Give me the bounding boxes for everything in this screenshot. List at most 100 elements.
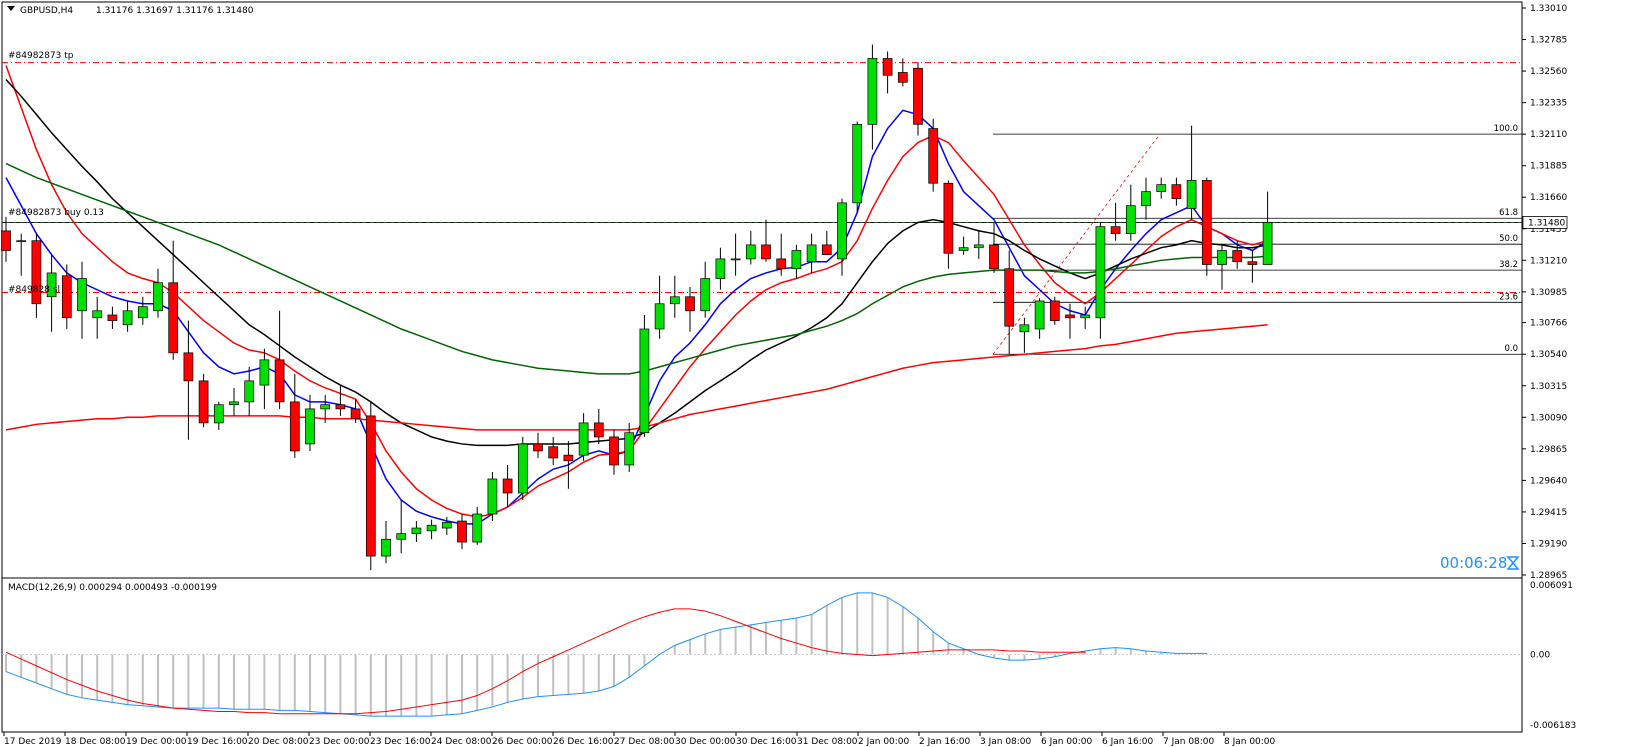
candle-body[interactable] [1110, 226, 1121, 235]
candle-body[interactable] [16, 240, 27, 243]
candle-body[interactable] [943, 182, 954, 254]
candle-body[interactable] [441, 522, 452, 529]
candle-body[interactable] [213, 404, 224, 424]
candle-body[interactable] [867, 58, 878, 125]
candle-body[interactable] [761, 244, 771, 260]
candle-body[interactable] [183, 352, 194, 382]
candle-body[interactable] [882, 58, 893, 76]
candle-body[interactable] [609, 436, 619, 466]
candle-body[interactable] [1141, 191, 1151, 206]
candle-body[interactable] [396, 533, 407, 540]
sl-label: #849828 sl [8, 285, 60, 295]
candle-body[interactable] [137, 306, 148, 319]
candle-body[interactable] [1262, 222, 1273, 265]
candle-body[interactable] [1049, 300, 1060, 321]
candle-body[interactable] [852, 123, 863, 204]
candle-body[interactable] [1201, 180, 1212, 265]
price-tick-label: 1.29190 [1530, 539, 1567, 549]
candle-body[interactable] [928, 128, 939, 184]
candle-body[interactable] [1095, 226, 1106, 319]
candle-body[interactable] [1217, 250, 1227, 265]
candle-body[interactable] [487, 478, 498, 515]
candle-body[interactable] [578, 422, 589, 456]
candle-body[interactable] [1065, 314, 1075, 319]
candle-body[interactable] [122, 310, 133, 326]
candle-body[interactable] [897, 72, 908, 83]
candle-body[interactable] [320, 404, 331, 410]
candle-body[interactable] [700, 278, 711, 312]
candle-body[interactable] [335, 404, 346, 410]
buy-label: #84982873 buy 0.13 [8, 208, 104, 218]
candle-body[interactable] [533, 443, 543, 452]
candle-body[interactable] [457, 520, 467, 543]
candle-body[interactable] [259, 359, 270, 386]
candle-body[interactable] [77, 278, 87, 312]
candle-body[interactable] [669, 296, 680, 305]
price-panel[interactable] [1, 1, 1523, 579]
candle-body[interactable] [593, 422, 604, 438]
candle-body[interactable] [61, 275, 72, 319]
candle-body[interactable] [715, 258, 726, 279]
candle-body[interactable] [305, 408, 315, 445]
candle-body[interactable] [624, 432, 635, 466]
candle-body[interactable] [381, 538, 391, 557]
fib-level-label: 0.0 [1504, 344, 1518, 354]
candle-body[interactable] [1, 230, 11, 251]
candle-body[interactable] [791, 250, 802, 270]
candle-body[interactable] [639, 328, 650, 434]
candle-body[interactable] [973, 244, 984, 249]
candle-body[interactable] [1004, 268, 1015, 327]
candle-body[interactable] [1125, 205, 1136, 235]
candle-body[interactable] [365, 415, 376, 557]
candle-body[interactable] [198, 380, 209, 424]
time-tick-label: 19 Dec 16:00 [187, 737, 248, 747]
macd-panel[interactable] [1, 577, 1523, 733]
candle-body[interactable] [776, 258, 787, 270]
candle-body[interactable] [502, 478, 513, 494]
candle-body[interactable] [913, 67, 923, 125]
candle-body[interactable] [1247, 261, 1258, 265]
candle-body[interactable] [1186, 180, 1197, 209]
candle-body[interactable] [31, 240, 42, 305]
macd-tick-label: 0.006091 [1530, 581, 1573, 591]
time-tick-label: 19 Dec 00:00 [126, 737, 187, 747]
candle-body[interactable] [806, 244, 817, 263]
candle-body[interactable] [168, 282, 179, 354]
candle-body[interactable] [1019, 324, 1030, 333]
candle-body[interactable] [472, 513, 483, 543]
candle-body[interactable] [958, 247, 969, 251]
candle-body[interactable] [274, 359, 285, 403]
candle-body[interactable] [350, 408, 361, 420]
candle-body[interactable] [1080, 314, 1091, 319]
macd-signal-line [5, 608, 1086, 715]
candle-body[interactable] [517, 443, 528, 494]
candle-body[interactable] [685, 296, 695, 312]
time-tick-label: 30 Dec 16:00 [736, 737, 797, 747]
fib-trend-line[interactable] [992, 133, 1161, 355]
candle-body[interactable] [153, 282, 163, 312]
price-tick-label: 1.31660 [1530, 193, 1567, 203]
candle-body[interactable] [289, 401, 300, 452]
candle-body[interactable] [1156, 184, 1167, 192]
candle-body[interactable] [1171, 184, 1182, 199]
symbol-header: GBPUSD,H4 [20, 6, 73, 16]
candle-body[interactable] [821, 244, 832, 256]
candle-body[interactable] [1034, 300, 1045, 330]
collapse-triangle-icon[interactable] [7, 6, 15, 11]
candle-body[interactable] [426, 524, 437, 532]
candle-body[interactable] [654, 303, 665, 330]
candle-body[interactable] [92, 310, 103, 319]
candle-body[interactable] [107, 314, 118, 321]
candle-body[interactable] [837, 202, 847, 260]
candle-body[interactable] [244, 380, 255, 403]
candle-body[interactable] [730, 258, 741, 261]
candle-body[interactable] [229, 401, 239, 406]
candle-body[interactable] [411, 527, 422, 534]
candle-body[interactable] [548, 446, 559, 459]
candle-body[interactable] [46, 272, 57, 298]
candle-body[interactable] [745, 244, 756, 260]
candle-body[interactable] [989, 244, 999, 270]
candle-body[interactable] [563, 454, 574, 462]
candle-body[interactable] [1232, 250, 1243, 263]
